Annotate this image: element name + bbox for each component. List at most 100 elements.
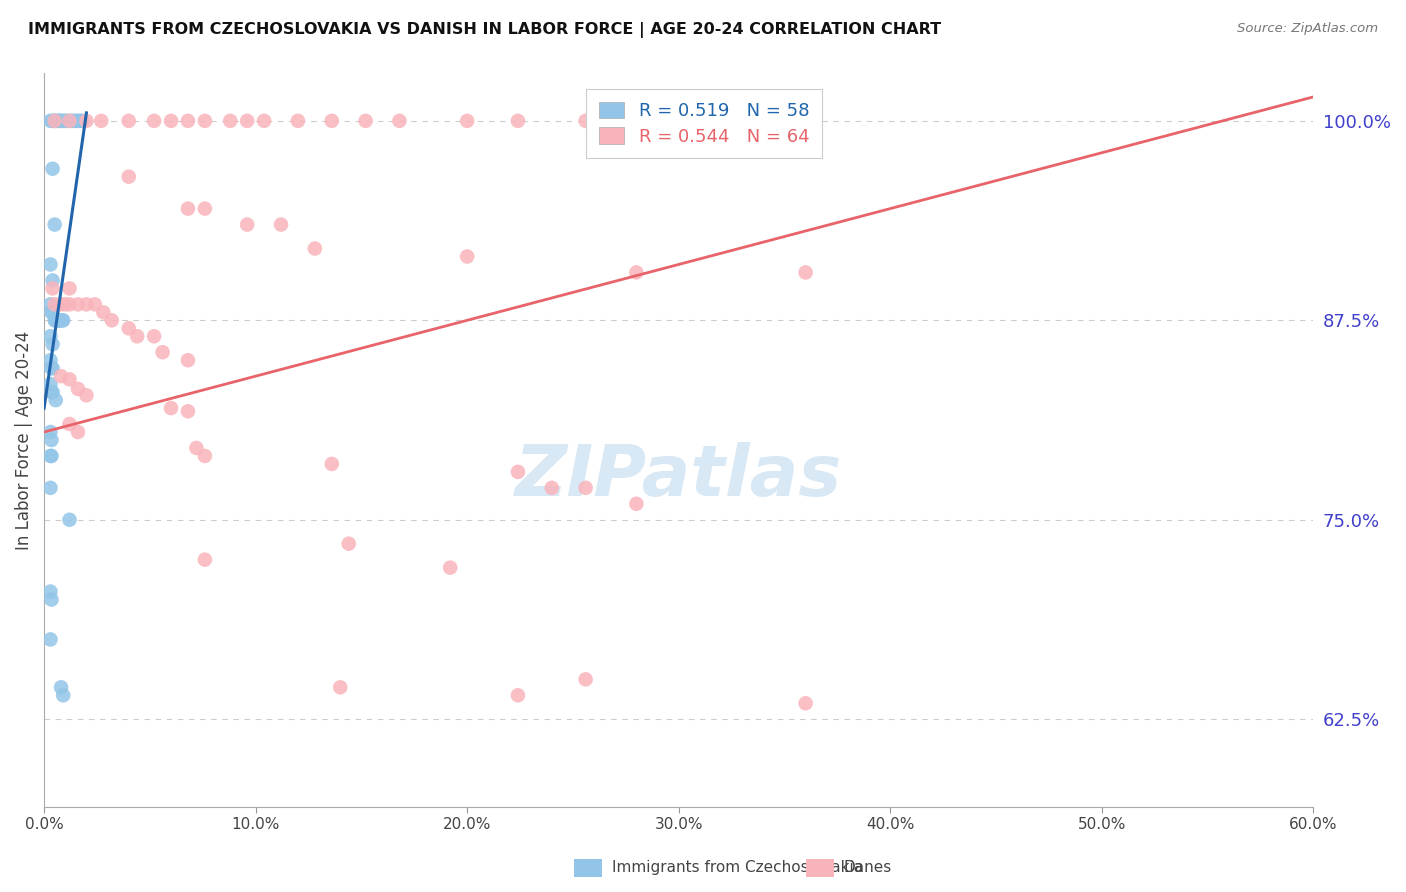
Point xyxy=(194,552,217,566)
Point xyxy=(41,361,63,376)
Point xyxy=(45,113,67,128)
Point xyxy=(456,250,478,264)
Point xyxy=(236,218,259,232)
Point xyxy=(329,681,352,695)
Point xyxy=(52,688,75,702)
Point xyxy=(90,113,112,128)
Point xyxy=(39,297,62,311)
Point xyxy=(41,385,63,400)
Point xyxy=(66,297,89,311)
Point xyxy=(48,313,70,327)
Point xyxy=(53,297,76,311)
Point xyxy=(41,273,63,287)
Text: Danes: Danes xyxy=(844,861,891,875)
Text: IMMIGRANTS FROM CZECHOSLOVAKIA VS DANISH IN LABOR FORCE | AGE 20-24 CORRELATION : IMMIGRANTS FROM CZECHOSLOVAKIA VS DANISH… xyxy=(28,22,941,38)
Point xyxy=(39,113,62,128)
Point xyxy=(506,113,529,128)
Point xyxy=(58,281,80,295)
Legend: R = 0.519   N = 58, R = 0.544   N = 64: R = 0.519 N = 58, R = 0.544 N = 64 xyxy=(586,89,823,159)
Point xyxy=(58,297,80,311)
Point xyxy=(177,202,200,216)
Point xyxy=(253,113,276,128)
Point xyxy=(83,297,105,311)
Point xyxy=(45,313,67,327)
Point xyxy=(58,513,80,527)
Point xyxy=(44,297,66,311)
Point xyxy=(49,313,72,327)
Point xyxy=(75,297,97,311)
Point xyxy=(626,113,648,128)
Point xyxy=(506,465,529,479)
Point xyxy=(69,113,91,128)
Point xyxy=(52,113,75,128)
Point xyxy=(70,113,93,128)
Point xyxy=(41,305,63,319)
Point xyxy=(575,481,598,495)
Point xyxy=(39,584,62,599)
Point xyxy=(51,313,73,327)
Point xyxy=(45,313,67,327)
Point xyxy=(506,688,529,702)
Point xyxy=(39,353,62,368)
Point xyxy=(39,481,62,495)
Point xyxy=(118,113,141,128)
Point xyxy=(236,113,259,128)
Point xyxy=(49,313,72,327)
Point xyxy=(41,305,63,319)
Point xyxy=(58,372,80,386)
Point xyxy=(39,257,62,271)
Point xyxy=(456,113,478,128)
Point xyxy=(53,113,76,128)
Point xyxy=(39,632,62,647)
Point xyxy=(177,353,200,368)
Point xyxy=(194,449,217,463)
Point xyxy=(49,369,72,384)
Point xyxy=(354,113,377,128)
Point xyxy=(101,313,124,327)
Point xyxy=(56,113,79,128)
Point xyxy=(75,113,97,128)
Point xyxy=(49,681,72,695)
Point xyxy=(388,113,411,128)
Point xyxy=(65,113,87,128)
Point xyxy=(41,281,63,295)
Point xyxy=(52,313,75,327)
Point xyxy=(39,449,62,463)
Point xyxy=(41,592,63,607)
Point xyxy=(41,433,63,447)
Point xyxy=(143,113,166,128)
Point xyxy=(41,385,63,400)
Point xyxy=(91,305,114,319)
Point xyxy=(66,425,89,439)
Point xyxy=(160,401,183,415)
Point xyxy=(186,441,208,455)
Point xyxy=(66,113,89,128)
Point xyxy=(194,202,217,216)
Point xyxy=(626,265,648,279)
Point xyxy=(321,113,343,128)
Point xyxy=(727,113,749,128)
Text: Immigrants from Czechoslovakia: Immigrants from Czechoslovakia xyxy=(612,861,863,875)
Point xyxy=(49,113,72,128)
Point xyxy=(39,425,62,439)
Point xyxy=(75,388,97,402)
Point xyxy=(794,265,817,279)
Point xyxy=(58,417,80,431)
Point xyxy=(44,113,66,128)
Point xyxy=(45,393,67,408)
Point xyxy=(41,113,63,128)
Point xyxy=(575,113,598,128)
Point xyxy=(160,113,183,128)
Point xyxy=(439,560,461,574)
Point xyxy=(44,313,66,327)
Point xyxy=(44,113,66,128)
Point xyxy=(676,113,699,128)
Point xyxy=(39,329,62,343)
Point xyxy=(48,113,70,128)
Point xyxy=(287,113,309,128)
Point xyxy=(44,113,66,128)
Point xyxy=(62,113,84,128)
Point xyxy=(41,161,63,176)
Point xyxy=(304,242,326,256)
Point xyxy=(194,113,217,128)
